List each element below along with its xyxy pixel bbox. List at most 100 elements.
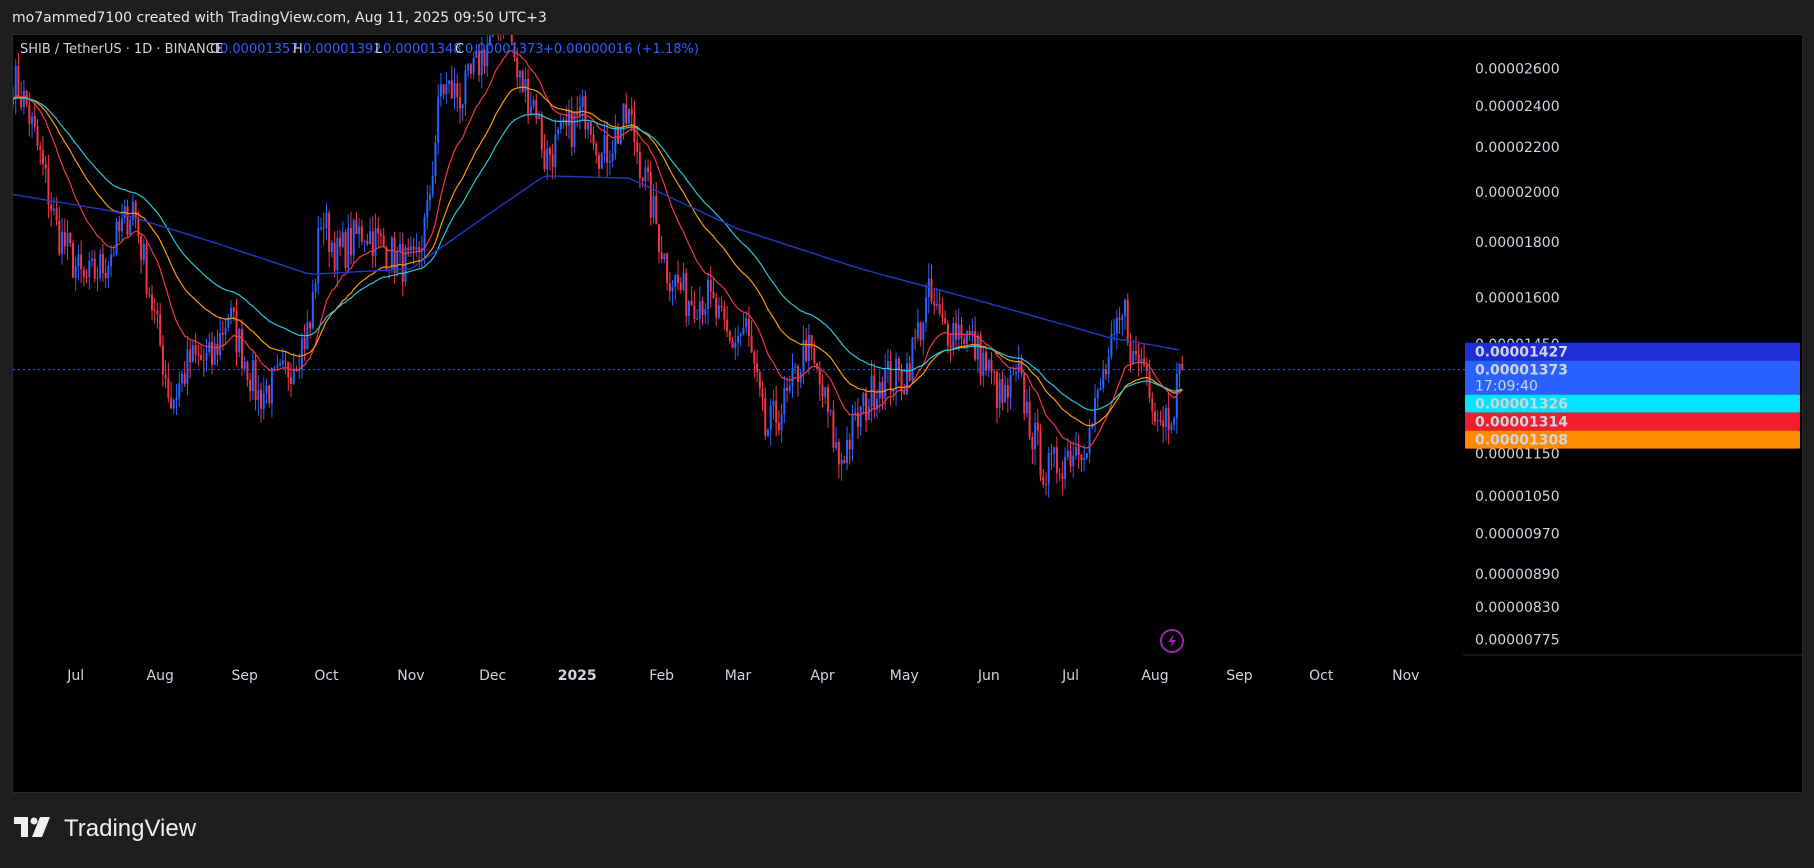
candle-down [712, 291, 715, 298]
candle-down [649, 171, 652, 218]
candle-up [652, 195, 655, 218]
candle-up [115, 221, 118, 255]
candle-up [1173, 418, 1176, 425]
candle-up [739, 333, 742, 337]
candle-up [807, 334, 810, 361]
candle-down [873, 375, 876, 410]
candle-down [379, 233, 382, 236]
candle-down [210, 342, 213, 365]
y-tick-label: 0.00002200 [1475, 140, 1560, 156]
price-chart[interactable]: 0.00002600 0.00002400 0.00002200 0.00002000… [13, 35, 1802, 792]
candle-up [1047, 453, 1050, 485]
candle-down [728, 331, 731, 341]
candle-down [908, 363, 911, 381]
candle-down [513, 42, 516, 58]
candle-up [31, 116, 34, 124]
candle-up [608, 160, 611, 163]
candle-up [987, 360, 990, 371]
candle-down [1055, 447, 1058, 474]
candle-down [685, 272, 688, 316]
candle-down [660, 252, 663, 260]
candle-down [33, 116, 36, 127]
candle-up [524, 79, 527, 92]
candle-down [36, 126, 39, 146]
candle-down [668, 283, 671, 292]
candle-down [170, 397, 173, 409]
candle-down [151, 294, 154, 311]
candle-down [260, 389, 263, 409]
candle-down [303, 337, 306, 350]
candle-down [993, 371, 996, 373]
candle-down [995, 371, 998, 408]
candle-down [216, 343, 219, 356]
price-tag-value: 0.00001308 [1475, 433, 1568, 449]
candle-down [1151, 398, 1154, 412]
candle-down [17, 65, 20, 98]
y-tick-label: 0.00000890 [1475, 567, 1560, 583]
price-tag [1465, 412, 1800, 431]
candle-up [279, 363, 282, 366]
candle-down [202, 359, 205, 361]
candle-down [322, 227, 325, 229]
candle-down [101, 254, 104, 273]
candle-down [1134, 350, 1137, 355]
candle-down [1137, 354, 1140, 364]
candle-up [238, 329, 241, 352]
candle-down [709, 279, 712, 292]
candle-down [979, 335, 982, 376]
candle-down [595, 143, 598, 156]
candle-up [878, 381, 881, 399]
candle-up [862, 392, 865, 407]
candle-up [698, 301, 701, 319]
x-tick-label: May [890, 668, 919, 684]
chart-attribution: mo7ammed7100 created with TradingView.co… [12, 10, 547, 26]
x-tick-label: 2025 [558, 668, 597, 684]
candle-up [578, 106, 581, 116]
candle-up [186, 349, 189, 384]
candle-up [840, 460, 843, 465]
candle-up [270, 367, 273, 404]
candle-down [254, 359, 257, 400]
candle-down [55, 208, 58, 221]
candle-down [393, 237, 396, 273]
candle-up [431, 175, 434, 195]
candle-up [437, 96, 440, 143]
candle-down [955, 323, 958, 340]
candle-up [546, 148, 549, 170]
moving-average-line [13, 97, 1183, 411]
candle-up [464, 70, 467, 105]
price-tag-countdown: 17:09:40 [1475, 379, 1538, 395]
candle-down [137, 217, 140, 236]
candle-up [922, 322, 925, 341]
candle-down [960, 324, 963, 339]
candle-down [963, 338, 966, 344]
chart-area[interactable]: 0.00002600 0.00002400 0.00002200 0.00002000… [12, 34, 1803, 793]
y-tick-label: 0.00001150 [1475, 446, 1560, 462]
candle-down [58, 220, 61, 254]
candle-up [622, 103, 625, 131]
candle-down [630, 108, 633, 116]
candle-up [581, 96, 584, 107]
price-tag-value: 0.00001326 [1475, 397, 1568, 413]
candle-up [717, 305, 720, 318]
candle-down [930, 278, 933, 302]
candle-up [854, 412, 857, 416]
lightning-icon[interactable] [1160, 629, 1184, 653]
candle-up [925, 297, 928, 323]
candle-down [71, 243, 74, 278]
candle-up [884, 369, 887, 399]
candle-down [194, 345, 197, 355]
candle-down [625, 103, 628, 124]
candle-down [655, 195, 658, 225]
candle-down [407, 247, 410, 251]
candle-up [52, 208, 55, 211]
candle-down [309, 322, 312, 329]
candle-down [990, 360, 993, 372]
candle-up [472, 57, 475, 74]
candle-down [80, 254, 83, 270]
candle-down [134, 201, 137, 218]
x-tick-label: Oct [314, 668, 339, 684]
candle-up [423, 217, 426, 249]
candle-up [1156, 420, 1159, 422]
candle-up [121, 218, 124, 232]
